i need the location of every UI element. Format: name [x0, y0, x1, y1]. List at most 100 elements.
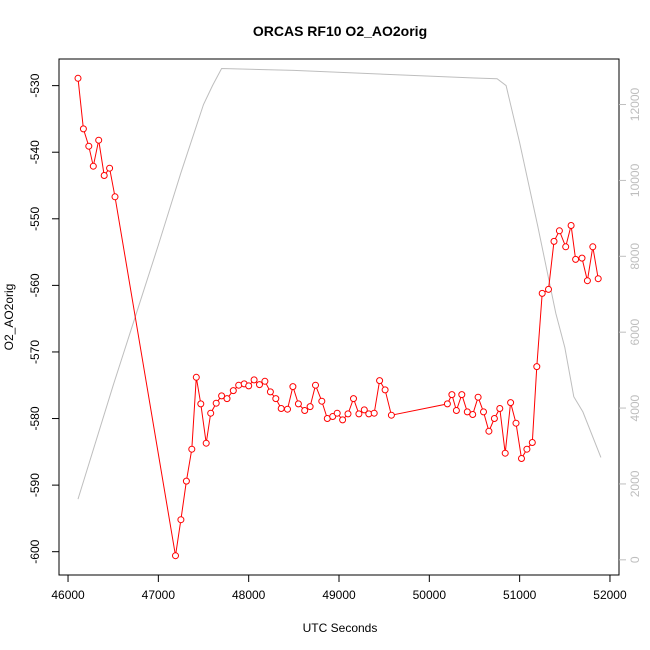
o2-point: [188, 445, 196, 453]
chart-title: ORCAS RF10 O2_AO2orig: [253, 23, 427, 39]
y-axis-label: O2_AO2orig: [2, 284, 16, 351]
o2-point: [100, 172, 108, 179]
o2-point: [355, 410, 363, 418]
altitude-line: [77, 67, 602, 500]
o2-point: [496, 405, 504, 412]
y-tick-label: -580: [28, 406, 42, 430]
o2-series: [74, 74, 602, 560]
o2-point: [523, 445, 531, 453]
x-axis: 46000 47000 48000 49000 50000 51000 52000: [51, 575, 627, 602]
o2-point: [74, 74, 82, 82]
o2-point: [339, 416, 347, 424]
x-tick-label: 49000: [322, 588, 356, 602]
y2-tick-label: 0: [628, 556, 642, 563]
x-tick-label: 46000: [51, 588, 85, 602]
x-axis-label: UTC Seconds: [303, 621, 378, 635]
o2-point: [202, 439, 210, 447]
o2-point: [277, 405, 285, 412]
o2-point: [197, 400, 205, 408]
o2-point: [318, 397, 326, 405]
o2-point: [250, 376, 258, 384]
o2-point: [182, 477, 190, 485]
o2-point: [501, 449, 509, 457]
o2-point: [555, 227, 563, 235]
o2-point: [111, 193, 119, 201]
y-tick-label: -560: [28, 273, 42, 297]
o2-point: [589, 243, 597, 251]
x-tick-label: 52000: [593, 588, 627, 602]
o2-point: [245, 382, 253, 390]
y-tick-label: -530: [28, 73, 42, 97]
o2-point: [490, 415, 498, 422]
y-tick-label: -570: [28, 340, 42, 364]
o2-point: [562, 243, 570, 251]
o2-point: [95, 136, 103, 144]
o2-point: [344, 410, 352, 418]
o2-point: [578, 254, 586, 262]
o2-point: [333, 409, 341, 417]
y-axis-left: -530 -540 -550 -560 -570 -580 -590 -600: [28, 73, 59, 564]
o2-point: [106, 164, 114, 172]
o2-point: [177, 516, 185, 524]
o2-point: [370, 409, 378, 417]
o2-point: [79, 125, 87, 133]
o2-point: [463, 408, 471, 416]
o2-point: [538, 289, 546, 297]
o2-point: [85, 142, 93, 150]
o2-point: [485, 427, 493, 435]
y2-tick-label: 6000: [628, 319, 642, 346]
o2-point: [294, 400, 302, 408]
y-axis-right: 0 2000 4000 6000 8000 10000 12000: [619, 87, 642, 563]
o2-point: [229, 387, 237, 395]
y2-tick-label: 2000: [628, 470, 642, 497]
o2-point: [218, 392, 226, 400]
o2-point: [261, 377, 269, 385]
o2-point: [172, 552, 179, 560]
o2-point: [381, 386, 389, 394]
o2-point: [89, 162, 97, 170]
y-tick-label: -600: [28, 539, 42, 563]
o2-line: [77, 78, 599, 556]
altitude-series: [77, 67, 602, 500]
x-tick-label: 48000: [232, 588, 266, 602]
o2-point: [507, 399, 515, 407]
o2-point: [376, 377, 384, 385]
o2-point: [458, 391, 466, 399]
o2-point: [387, 411, 395, 419]
o2-point: [583, 277, 591, 285]
y-tick-label: -550: [28, 206, 42, 230]
o2-point: [306, 403, 314, 411]
o2-point: [452, 407, 460, 414]
o2-point: [469, 411, 477, 418]
o2-point: [284, 405, 291, 413]
o2-point: [545, 285, 552, 293]
o2-point: [272, 395, 280, 403]
y2-tick-label: 12000: [628, 87, 642, 121]
o2-point: [518, 455, 525, 462]
y2-tick-label: 4000: [628, 394, 642, 421]
o2-point: [301, 407, 309, 414]
y2-tick-label: 8000: [628, 243, 642, 270]
o2-point: [266, 388, 274, 396]
plot-frame: [58, 58, 620, 576]
x-tick-label: 50000: [413, 588, 447, 602]
o2-point: [312, 381, 319, 389]
o2-point: [512, 419, 520, 427]
x-tick-label: 47000: [142, 588, 176, 602]
o2-point: [594, 275, 602, 283]
o2-point: [567, 222, 575, 229]
o2-point: [572, 255, 580, 263]
o2-point: [223, 395, 231, 403]
o2-point: [474, 393, 482, 401]
o2-point: [443, 400, 451, 408]
o2-point: [192, 373, 200, 381]
y2-tick-label: 10000: [628, 163, 642, 197]
o2-point: [550, 237, 558, 245]
x-tick-label: 51000: [503, 588, 537, 602]
y-tick-label: -540: [28, 140, 42, 164]
y-tick-label: -590: [28, 473, 42, 497]
o2-point: [256, 381, 263, 389]
o2-point: [360, 406, 368, 414]
o2-point: [289, 383, 297, 391]
